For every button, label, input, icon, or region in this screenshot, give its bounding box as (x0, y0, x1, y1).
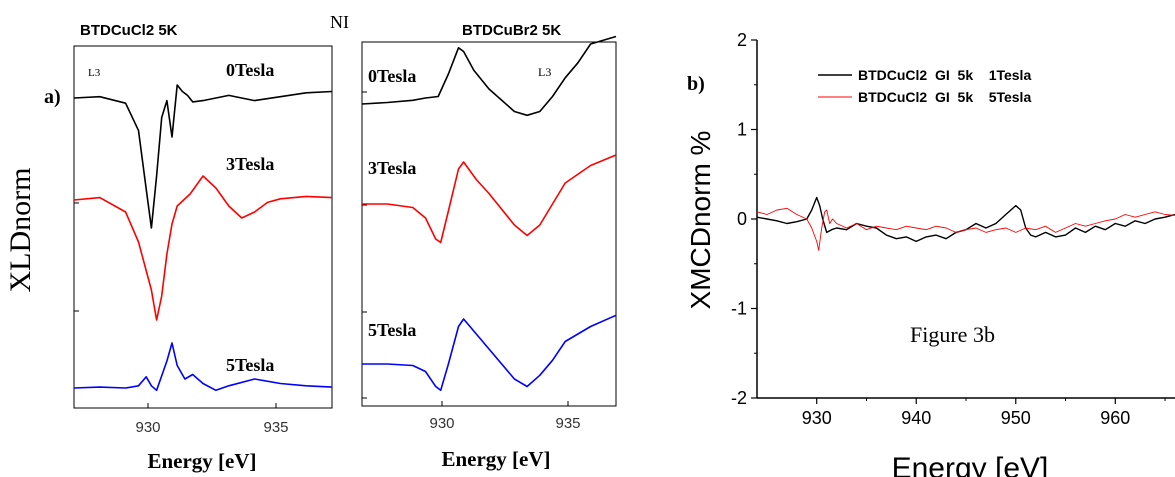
panel-b-series-line-2 (362, 314, 617, 392)
panel-b-frame (361, 41, 617, 407)
panel-b-edge-label: L3 (538, 65, 551, 79)
panel-a-series (73, 84, 333, 392)
legend-label-1tesla: BTDCuCl2 GI 5k 1Tesla (858, 67, 1031, 83)
panel-c-series-line-1 (756, 207, 1175, 251)
panel-b-series (361, 35, 617, 392)
panel-b-header: NI (330, 12, 349, 32)
panel-b-xtick-0: 930 (429, 415, 454, 432)
panel-b-xtick-1: 935 (555, 415, 580, 432)
panel-c-series (756, 196, 1175, 251)
panel-a-series-label-1: 3Tesla (226, 154, 274, 174)
panel-b-series-line-1 (362, 154, 617, 244)
panel-c: b) XMCDnorm % -2 -1 0 1 2 930 940 950 960 BTDCuC… (685, 30, 1175, 477)
panel-a-edge-label: L3 (88, 67, 101, 79)
panel-a-xlabel: Energy [eV] (147, 449, 256, 473)
panel-a-series-label-2: 5Tesla (226, 355, 274, 375)
panel-b-series-label-0: 0Tesla (368, 66, 416, 86)
panel-c-ytick-label-0: -2 (731, 388, 747, 408)
panel-b-xlabel: Energy [eV] (441, 447, 550, 471)
panel-a-xtick-0: 930 (135, 419, 160, 436)
panel-c-label: b) (687, 73, 705, 95)
panel-a-series-line-1 (73, 175, 333, 321)
panel-c-xtick-label-2: 950 (1001, 408, 1031, 428)
panel-a-series-label-0: 0Tesla (226, 60, 274, 80)
panel-a-title: BTDCuCl2 5K (80, 22, 178, 39)
panel-c-legend: BTDCuCl2 GI 5k 1Tesla BTDCuCl2 GI 5k 5Te… (818, 67, 1031, 105)
panel-a-series-line-0 (73, 84, 333, 229)
panel-c-ytick-label-1: -1 (731, 299, 747, 319)
panel-a-xtick-1: 935 (263, 419, 288, 436)
panel-b-title: BTDCuBr2 5K (462, 22, 561, 39)
panel-b-series-label-1: 3Tesla (368, 158, 416, 178)
panel-a-series-line-2 (73, 342, 333, 392)
panel-c-xlabel: Energy [eV] (892, 452, 1049, 477)
panel-b-series-label-2: 5Tesla (368, 320, 416, 340)
panel-c-xtick-label-1: 940 (901, 408, 931, 428)
panel-c-annotation: Figure 3b (910, 322, 995, 347)
panel-c-ytick-label-2: 0 (737, 209, 747, 229)
panel-b-ticks (362, 91, 569, 406)
panel-a-frame (73, 45, 333, 409)
panel-a-ylabel: XLDnorm (4, 168, 37, 293)
panel-c-xtick-label-3: 960 (1100, 408, 1130, 428)
panel-a-label: a) (44, 86, 61, 108)
legend-label-5tesla: BTDCuCl2 GI 5k 5Tesla (858, 89, 1031, 105)
panel-a: BTDCuCl2 5K a) XLDnorm L3 0Tesla 3Tesla … (4, 22, 333, 473)
panel-c-xtick-label-0: 930 (802, 408, 832, 428)
panel-b-series-line-0 (361, 35, 617, 117)
panel-c-ytick-label-3: 1 (737, 120, 747, 140)
panel-c-axes: -2 -1 0 1 2 930 940 950 960 (731, 30, 1175, 428)
panel-c-ylabel: XMCDnorm % (685, 131, 716, 310)
panel-c-ytick-label-4: 2 (737, 30, 747, 50)
panel-b: BTDCuBr2 5K NI L3 0Tesla 3Tesla 5Tesla 9… (330, 12, 617, 471)
